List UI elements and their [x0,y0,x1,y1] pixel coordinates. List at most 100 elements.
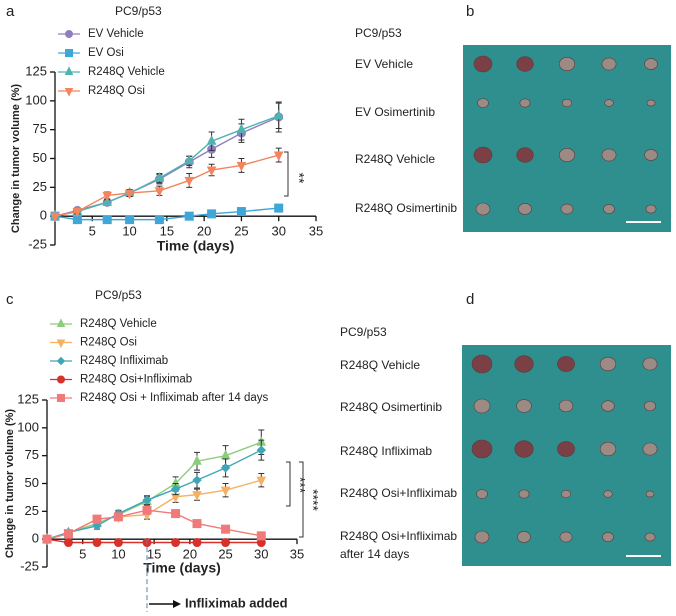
marker [192,455,202,465]
y-tick-label: -25 [20,558,39,573]
tumor [516,147,534,163]
tumor [558,399,574,413]
marker [236,207,246,217]
tumor [558,147,576,163]
x-tick-label: 20 [197,224,211,239]
legend-label: R248Q Osi [88,85,145,97]
x-tick-label: 5 [89,224,96,239]
marker [142,495,152,505]
y-tick-label: 0 [32,531,39,546]
annotation: **** [305,489,321,511]
marker [192,519,202,529]
chart-title: PC9/p53 [95,288,142,302]
marker [206,166,217,177]
tumor [518,489,530,499]
tumor [603,204,615,214]
tumor [514,440,534,458]
y-tick-label: 25 [33,179,47,194]
marker [274,203,284,213]
marker [63,529,73,539]
marker [56,318,66,327]
marker [256,531,266,541]
tumor [473,55,493,73]
marker [102,215,112,225]
panel-label: a [6,3,15,20]
tumor [560,489,572,499]
marker [65,49,73,57]
marker [236,161,247,172]
tumor [477,98,489,108]
photo-label: EV Osimertinib [355,105,435,119]
marker [256,445,266,455]
tumor [642,442,658,456]
marker [113,538,123,548]
marker [113,512,123,522]
marker [56,339,66,349]
marker [220,463,231,473]
bracket [299,461,304,538]
marker [50,212,60,223]
x-tick-label: 25 [234,224,248,239]
marker [256,476,267,487]
x-tick-label: 30 [254,547,268,562]
tumor [599,356,617,372]
marker [125,215,135,225]
photo-label: R248Q Osi+Infliximab [340,486,457,500]
marker [192,538,202,548]
tumor [473,146,493,164]
tumor [644,58,658,70]
marker [192,475,202,485]
tumor [557,441,575,457]
tumor [517,531,531,543]
tumor [473,398,491,414]
x-tick-label: 25 [218,547,232,562]
panel-label: d [466,291,474,308]
x-tick-label: 5 [79,547,86,562]
marker [42,534,52,544]
marker [184,154,195,165]
marker [221,524,231,534]
panel-label: c [6,291,14,308]
marker [273,109,284,120]
marker [64,66,74,75]
photo-label: R248Q Osimertinib [340,400,442,414]
chart-title: PC9/p53 [115,4,162,18]
marker [124,189,135,200]
tumor [519,98,531,108]
tumor [558,56,576,72]
marker [207,209,217,219]
tumor [642,357,658,371]
legend-label: EV Vehicle [88,28,144,40]
y-tick-label: 50 [25,475,39,490]
arrow-head [173,600,181,608]
tumor [471,354,493,374]
tumor [475,202,491,216]
x-tick-label: 15 [160,224,174,239]
tumor [560,203,574,215]
tumor [643,400,657,412]
annotation: *** [292,477,308,494]
panel-label: b [466,3,474,20]
y-tick-label: 25 [25,503,39,518]
tumor [474,530,490,544]
tumor [601,148,617,162]
legend-label: R248Q Infliximab [80,355,168,367]
tumor [601,400,615,412]
marker [72,208,83,218]
marker [142,505,152,515]
photo-label: R248Q Osi+Infliximab [340,529,457,543]
y-tick-label: 0 [40,208,47,223]
annotation: ** [291,173,307,184]
tumor [516,56,534,72]
marker [64,88,74,97]
annotation: Infliximab added [185,595,288,610]
marker [221,538,231,548]
photo-label: EV Vehicle [355,57,413,71]
legend-label: R248Q Osi [80,337,137,349]
photo [463,45,671,232]
x-tick-label: 10 [122,224,136,239]
marker [57,375,65,384]
x-axis-label: Time (days) [157,238,235,254]
marker [192,491,202,501]
legend-label: R248Q Osi+Infliximab [80,374,192,386]
